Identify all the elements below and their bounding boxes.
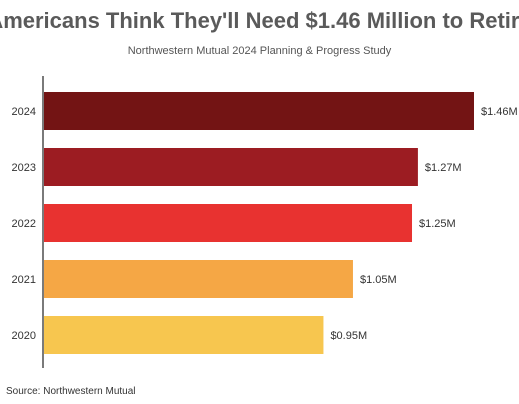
source-note: Source: Northwestern Mutual — [6, 386, 136, 397]
data-label-2023: $1.27M — [425, 162, 462, 174]
y-tick-labels: 2024 2023 2022 2021 2020 — [12, 106, 36, 342]
bar-2020 — [43, 316, 324, 354]
y-tick-2024: 2024 — [12, 106, 36, 118]
y-tick-2021: 2021 — [12, 274, 36, 286]
y-tick-2020: 2020 — [12, 330, 36, 342]
bar-2021 — [43, 260, 353, 298]
data-label-2022: $1.25M — [419, 218, 456, 230]
bar-2024 — [43, 92, 474, 130]
bars-group — [43, 92, 474, 354]
y-tick-2023: 2023 — [12, 162, 36, 174]
y-tick-2022: 2022 — [12, 218, 36, 230]
bar-2022 — [43, 204, 413, 242]
data-label-2020: $0.95M — [330, 330, 367, 342]
bar-2023 — [43, 148, 418, 186]
chart-subtitle: Northwestern Mutual 2024 Planning & Prog… — [128, 45, 392, 57]
data-label-2024: $1.46M — [481, 106, 518, 118]
chart-title: Americans Think They'll Need $1.46 Milli… — [0, 8, 519, 33]
data-label-2021: $1.05M — [360, 274, 397, 286]
data-labels: $1.46M $1.27M $1.25M $1.05M $0.95M — [330, 106, 517, 342]
